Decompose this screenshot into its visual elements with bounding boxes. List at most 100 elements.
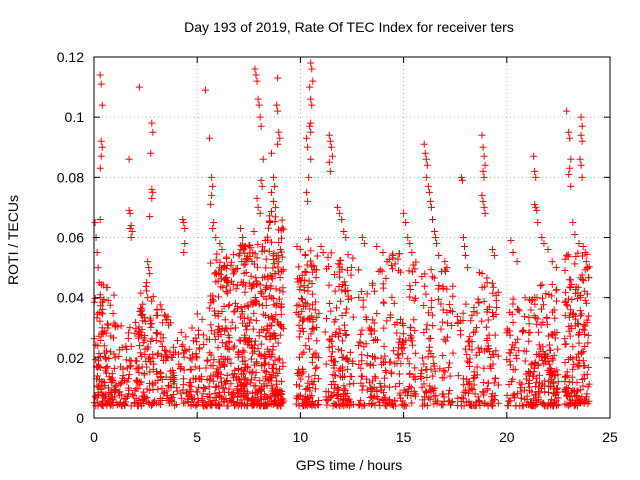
data-point [109,376,117,384]
data-point [278,224,286,232]
data-point [480,173,488,181]
data-point [152,337,160,345]
data-point [325,344,333,352]
x-tick-label: 25 [602,429,618,445]
data-point [471,390,479,398]
data-point [434,285,442,293]
data-point [584,331,592,339]
data-point [536,345,544,353]
data-point [561,297,569,305]
data-point [138,325,146,333]
data-point [572,392,580,400]
data-point [357,396,365,404]
data-point [346,373,354,381]
data-point [187,383,195,391]
data-point [570,387,578,395]
data-point [225,345,233,353]
data-point [250,382,258,390]
data-point [377,383,385,391]
data-point [268,238,276,246]
data-point [213,250,221,258]
data-point [329,378,337,386]
data-point [255,101,263,109]
data-point [338,311,346,319]
data-point [531,167,539,175]
data-point [97,309,105,317]
data-point [551,397,559,405]
data-point [146,270,154,278]
data-point [222,254,230,262]
data-point [583,299,591,307]
data-point [149,399,157,407]
data-point [509,318,517,326]
data-point [466,355,474,363]
data-point [277,398,285,406]
data-point [127,234,135,241]
data-point [444,398,452,406]
data-point [581,249,589,257]
data-point [209,182,217,190]
data-point [566,400,574,408]
data-point [399,397,407,405]
data-point [551,314,559,322]
data-point [579,243,587,251]
data-point [521,357,529,365]
data-point [391,321,399,329]
data-point [267,207,275,215]
data-point [462,252,470,260]
data-point [583,250,591,258]
data-point [247,376,255,384]
data-point [272,311,280,319]
data-point [219,284,227,292]
data-point [464,338,472,346]
data-point [275,239,283,247]
data-point [527,361,535,369]
data-point [178,394,186,402]
data-point [357,364,365,372]
data-point [220,276,228,284]
data-point [418,273,426,281]
data-point [420,302,428,310]
data-point [245,279,253,287]
data-point [228,318,236,326]
data-point [441,368,449,376]
data-point [388,293,396,301]
data-point [185,345,193,353]
data-point [188,356,196,364]
data-point [561,255,569,263]
data-point [137,353,145,361]
data-point [118,344,126,352]
data-point [244,314,252,322]
data-point [273,377,281,385]
data-point [300,348,308,356]
data-point [243,302,251,310]
data-point [203,357,211,365]
data-point [170,390,178,398]
data-point [379,280,387,288]
data-point [237,224,245,232]
data-point [98,378,106,386]
data-point [402,402,410,410]
data-point [121,401,129,409]
data-point [256,209,264,217]
data-point [240,375,248,383]
data-point [380,342,388,350]
data-point [154,377,162,385]
data-point [508,341,516,349]
data-point [419,354,427,362]
data-point [144,294,152,302]
data-point [437,300,445,308]
data-point [139,317,147,325]
data-point [239,358,247,366]
data-point [242,269,250,277]
data-point [435,295,443,303]
data-point [298,295,306,303]
data-point [575,339,583,347]
data-point [157,372,165,380]
data-point [388,370,396,378]
data-point [105,373,113,381]
data-point [396,391,404,399]
data-point [386,358,394,366]
data-point [456,327,464,335]
data-point [185,381,193,389]
